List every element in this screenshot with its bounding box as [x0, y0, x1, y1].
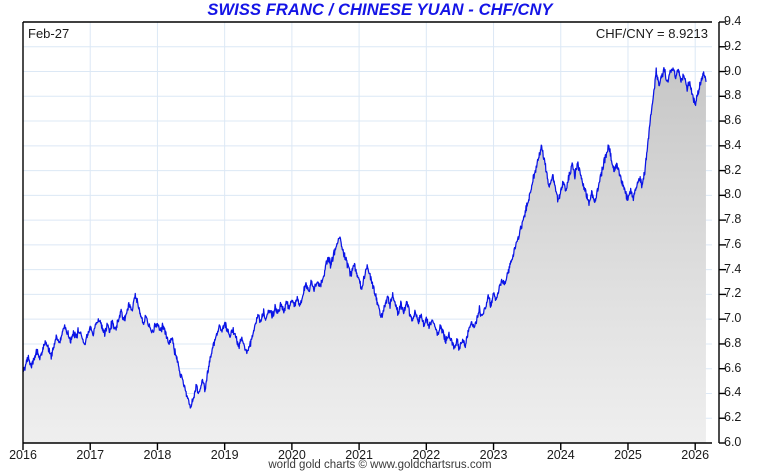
y-axis-tick-label: 7.0	[724, 311, 742, 326]
y-axis-ticks	[719, 21, 726, 444]
x-axis-tick-label: 2016	[9, 448, 37, 462]
axis-lines	[22, 21, 720, 444]
y-axis-tick-label: 9.0	[724, 63, 742, 78]
series-line	[23, 66, 707, 409]
x-axis-tick-label: 2021	[345, 448, 373, 462]
x-axis-tick-label: 2018	[143, 448, 172, 462]
y-axis-tick-label: 6.0	[724, 435, 742, 449]
x-axis-tick-label: 2022	[412, 448, 441, 462]
series-area	[23, 67, 706, 443]
x-axis-tick-label: 2017	[76, 448, 105, 462]
x-axis-tick-label: 2024	[546, 448, 575, 462]
y-axis-tick-label: 8.4	[724, 137, 742, 152]
y-axis-tick-label: 8.8	[724, 88, 742, 103]
y-axis-tick-label: 6.4	[724, 385, 742, 400]
y-axis-tick-label: 7.8	[724, 212, 742, 227]
x-axis-tick-label: 2020	[277, 448, 306, 462]
y-axis-tick-label: 7.4	[724, 261, 742, 276]
y-axis-tick-label: 6.8	[724, 335, 742, 350]
x-axis-tick-label: 2023	[479, 448, 508, 462]
x-axis-tick-label: 2026	[681, 448, 710, 462]
x-axis-tick-label: 2019	[210, 448, 239, 462]
y-axis-tick-label: 7.2	[724, 286, 742, 301]
quote-label: CHF/CNY = 8.9213	[595, 26, 708, 41]
y-axis-tick-label: 6.6	[724, 360, 742, 375]
y-axis-tick-label: 8.2	[724, 162, 742, 177]
y-axis-tick-label: 9.4	[724, 14, 742, 28]
y-axis-tick-label: 8.6	[724, 113, 742, 128]
y-axis-tick-label: 7.6	[724, 236, 742, 251]
x-axis-ticks	[22, 443, 696, 450]
chart-title: SWISS FRANC / CHINESE YUAN - CHF/CNY	[207, 1, 553, 19]
y-axis-tick-label: 6.2	[724, 410, 742, 425]
y-axis-tick-label: 8.0	[724, 187, 742, 202]
x-axis-tick-label: 2025	[614, 448, 642, 462]
date-label: Feb-27	[28, 26, 70, 41]
y-axis-tick-label: 9.2	[724, 38, 742, 53]
chart-footer: world gold charts © www.goldchartsrus.co…	[268, 459, 492, 471]
